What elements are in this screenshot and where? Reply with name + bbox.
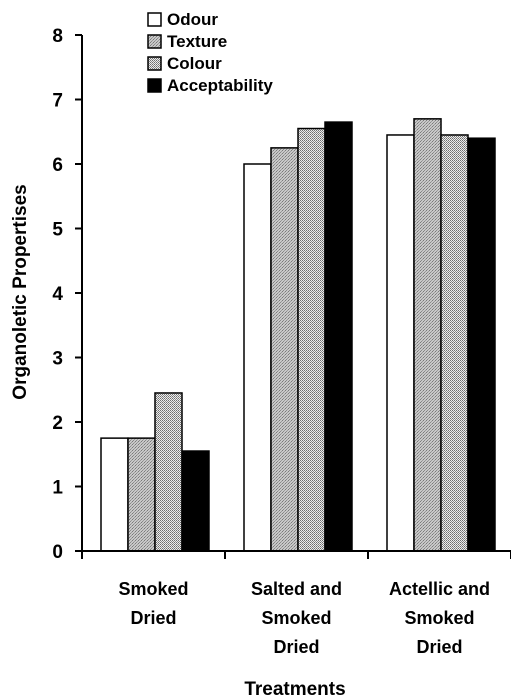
bar-odour-smoked-dried bbox=[100, 437, 129, 552]
y-tick-label: 8 bbox=[52, 26, 63, 47]
legend-swatch-texture bbox=[147, 34, 162, 49]
category-labels: Smoked Dried Salted and Smoked Dried Actellic… bbox=[118, 579, 490, 657]
bar-texture-smoked-dried bbox=[127, 437, 156, 552]
y-tick-labels: 0 1 2 3 4 5 6 7 8 bbox=[52, 26, 63, 563]
legend-label-acceptability: Acceptability bbox=[167, 76, 273, 95]
x-category-label: Smoked Dried bbox=[118, 579, 188, 628]
y-tick-label: 5 bbox=[52, 220, 63, 241]
bar-acceptability-smoked-dried bbox=[181, 450, 210, 552]
y-tick-label: 7 bbox=[52, 91, 63, 112]
bar-texture-salted-and-smoked-dried bbox=[270, 147, 299, 552]
x-category-label: Actellic and Smoked Dried bbox=[389, 579, 490, 657]
y-tick-label: 1 bbox=[52, 478, 63, 499]
legend-swatch-odour bbox=[147, 12, 162, 27]
bar-acceptability-salted-and-smoked-dried bbox=[324, 121, 353, 552]
y-tick-label: 3 bbox=[52, 349, 63, 370]
legend-swatch-acceptability bbox=[147, 78, 162, 93]
bar-colour-smoked-dried bbox=[154, 392, 183, 552]
x-category-label: Salted and Smoked Dried bbox=[251, 579, 342, 657]
bar-odour-salted-and-smoked-dried bbox=[243, 163, 272, 552]
axes-group bbox=[75, 34, 511, 559]
y-tick-label: 4 bbox=[52, 284, 63, 305]
legend-label-colour: Colour bbox=[167, 54, 222, 73]
bar-acceptability-actellic-and-smoked-dried bbox=[467, 137, 496, 552]
bar-colour-salted-and-smoked-dried bbox=[297, 127, 326, 552]
bar-odour-actellic-and-smoked-dried bbox=[386, 134, 415, 552]
legend: Odour Texture Colour Acceptability bbox=[147, 10, 273, 95]
y-axis-title: Organoletic Propertises bbox=[10, 184, 31, 399]
bars-group bbox=[100, 118, 496, 552]
y-tick-label: 0 bbox=[52, 542, 63, 563]
x-axis-title: Treatments bbox=[244, 679, 345, 698]
y-tick-label: 2 bbox=[52, 413, 63, 434]
legend-label-odour: Odour bbox=[167, 10, 218, 29]
y-tick-label: 6 bbox=[52, 155, 63, 176]
bar-texture-actellic-and-smoked-dried bbox=[413, 118, 442, 552]
legend-label-texture: Texture bbox=[167, 32, 227, 51]
bar-colour-actellic-and-smoked-dried bbox=[440, 134, 469, 552]
legend-swatch-colour bbox=[147, 56, 162, 71]
